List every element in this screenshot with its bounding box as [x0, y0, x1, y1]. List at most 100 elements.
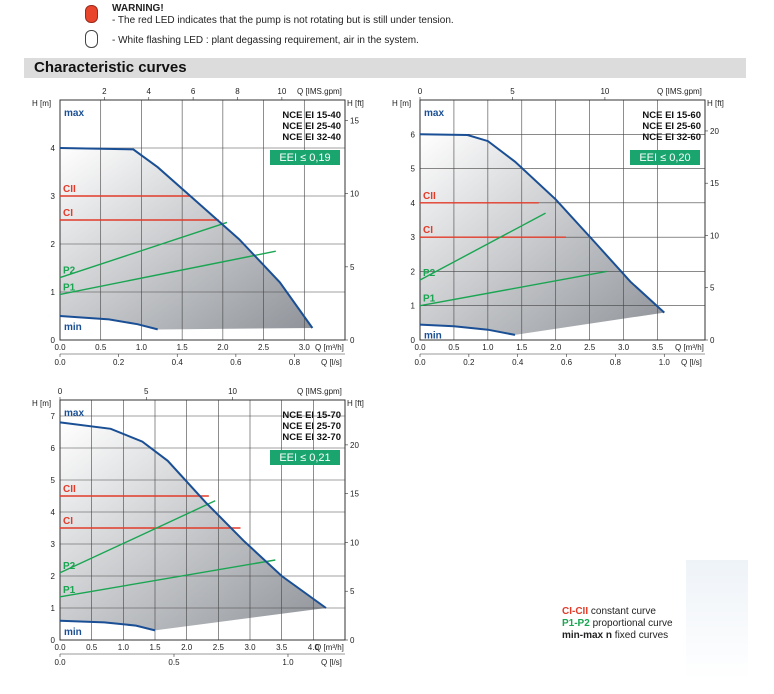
proportional-label-p2: P2 — [63, 266, 76, 277]
x-tick-label: 0.0 — [54, 343, 66, 352]
y-tick-label: 4 — [51, 144, 56, 153]
x-tick-label: 4.0 — [308, 643, 320, 652]
gpm-tick-label: 0 — [58, 387, 63, 396]
legend-proportional: P1-P2 proportional curve — [562, 618, 673, 629]
proportional-line-p1 — [419, 270, 607, 307]
x-axis-label: Q [m³/h] — [315, 643, 344, 652]
model-name: NCE EI 32-70 — [282, 432, 341, 443]
section-title: Characteristic curves — [34, 59, 187, 76]
ft-tick-label: 15 — [350, 490, 359, 499]
ls-tick-label: 0.8 — [610, 358, 622, 367]
eei-badge — [270, 150, 340, 165]
gpm-tick-label: 5 — [510, 87, 515, 96]
proportional-line-p1 — [59, 559, 276, 598]
ls-tick-label: 0.4 — [512, 358, 524, 367]
ft-tick-label: 0 — [350, 636, 355, 645]
ft-tick-label: 5 — [350, 263, 355, 272]
proportional-label-p2: P2 — [63, 561, 76, 572]
min-label: min — [424, 331, 442, 342]
ft-axis-label: H [ft] — [347, 99, 364, 108]
proportional-line-p2 — [59, 500, 216, 574]
x-tick-label: 2.0 — [181, 643, 193, 652]
ls-tick-label: 0.4 — [172, 358, 184, 367]
ls-axis-label: Q [l/s] — [321, 358, 342, 367]
ls-tick-label: 0.0 — [54, 358, 66, 367]
warning-title: WARNING! — [112, 3, 164, 14]
x-tick-label: 3.5 — [652, 343, 664, 352]
red-led-icon — [85, 5, 98, 23]
constant-label-ci: CI — [423, 225, 433, 236]
gpm-tick-label: 8 — [235, 87, 240, 96]
ls-tick-label: 0.0 — [414, 358, 426, 367]
min-curve — [59, 619, 156, 632]
y-tick-label: 3 — [51, 192, 56, 201]
x-tick-label: 0.0 — [414, 343, 426, 352]
y-tick-label: 2 — [411, 267, 416, 276]
x-tick-label: 1.5 — [177, 343, 189, 352]
legend-constant: CI-CII constant curve — [562, 606, 656, 617]
chart-70: 0.0 0.5 1.0 1.5 2.0 2.5 3.0 3.5 4.0Q [m³/h] 0.0 0.… — [32, 387, 364, 667]
y-tick-label: 0 — [51, 336, 56, 345]
x-tick-label: 0.0 — [54, 643, 66, 652]
model-name: NCE EI 15-40 — [282, 110, 341, 121]
proportional-line-p1 — [59, 250, 276, 296]
ft-tick-label: 10 — [350, 538, 359, 547]
eei-badge — [630, 150, 700, 165]
gpm-axis-label: Q [IMS.gpm] — [657, 87, 702, 96]
model-name: NCE EI 32-60 — [642, 132, 701, 143]
ls-tick-label: 1.0 — [282, 658, 294, 667]
ls-tick-label: 0.6 — [230, 358, 242, 367]
ft-tick-label: 20 — [710, 127, 719, 136]
gpm-tick-label: 6 — [191, 87, 196, 96]
x-tick-label: 0.5 — [95, 343, 107, 352]
ft-tick-label: 15 — [350, 116, 359, 125]
y-axis-label: H [m] — [32, 99, 51, 108]
x-tick-label: 1.0 — [482, 343, 494, 352]
max-curve — [59, 147, 314, 329]
x-axis-label: Q [m³/h] — [675, 343, 704, 352]
y-tick-label: 7 — [51, 412, 56, 421]
x-axis-label: Q [m³/h] — [315, 343, 344, 352]
ls-tick-label: 0.2 — [463, 358, 475, 367]
y-axis-label: H [m] — [32, 399, 51, 408]
chart-60: 0.0 0.5 1.0 1.5 2.0 2.5 3.0 3.5 Q [m³/h] 0.0 0.2 0.… — [392, 87, 724, 367]
plot-frame — [59, 399, 346, 641]
x-tick-label: 2.0 — [217, 343, 229, 352]
model-name: NCE EI 25-40 — [282, 121, 341, 132]
y-tick-label: 5 — [411, 165, 416, 174]
constant-label-cii: CII — [423, 191, 436, 202]
x-tick-label: 3.0 — [618, 343, 630, 352]
ft-tick-label: 15 — [710, 179, 719, 188]
y-tick-label: 3 — [411, 233, 416, 242]
x-tick-label: 0.5 — [86, 643, 98, 652]
gpm-axis-label: Q [IMS.gpm] — [297, 387, 342, 396]
decorative-panel — [686, 560, 748, 680]
y-tick-label: 1 — [411, 302, 416, 311]
x-tick-label: 1.0 — [136, 343, 148, 352]
min-label: min — [64, 627, 82, 638]
x-tick-label: 3.0 — [299, 343, 311, 352]
y-tick-label: 3 — [51, 540, 56, 549]
chart-legend: CI-CII constant curve P1-P2 proportional… — [562, 606, 673, 642]
min-curve — [59, 315, 158, 331]
operating-area — [420, 134, 665, 335]
model-name: NCE EI 15-60 — [642, 110, 701, 121]
y-tick-label: 4 — [411, 199, 416, 208]
x-tick-label: 3.5 — [276, 643, 288, 652]
x-tick-label: 2.5 — [213, 643, 225, 652]
gpm-axis-label: Q [IMS.gpm] — [297, 87, 342, 96]
constant-label-cii: CII — [63, 484, 76, 495]
x-tick-label: 1.0 — [118, 643, 130, 652]
x-tick-label: 3.0 — [244, 643, 256, 652]
gpm-tick-label: 10 — [600, 87, 609, 96]
ls-tick-label: 1.0 — [659, 358, 671, 367]
model-name: NCE EI 32-40 — [282, 132, 341, 143]
ls-tick-label: 0.0 — [54, 658, 66, 667]
y-axis-label: H [m] — [392, 99, 411, 108]
y-tick-label: 0 — [51, 636, 56, 645]
max-label: max — [424, 108, 444, 119]
x-tick-label: 2.0 — [550, 343, 562, 352]
ft-tick-label: 5 — [350, 587, 355, 596]
proportional-line-p2 — [419, 212, 546, 281]
max-curve — [59, 421, 327, 609]
